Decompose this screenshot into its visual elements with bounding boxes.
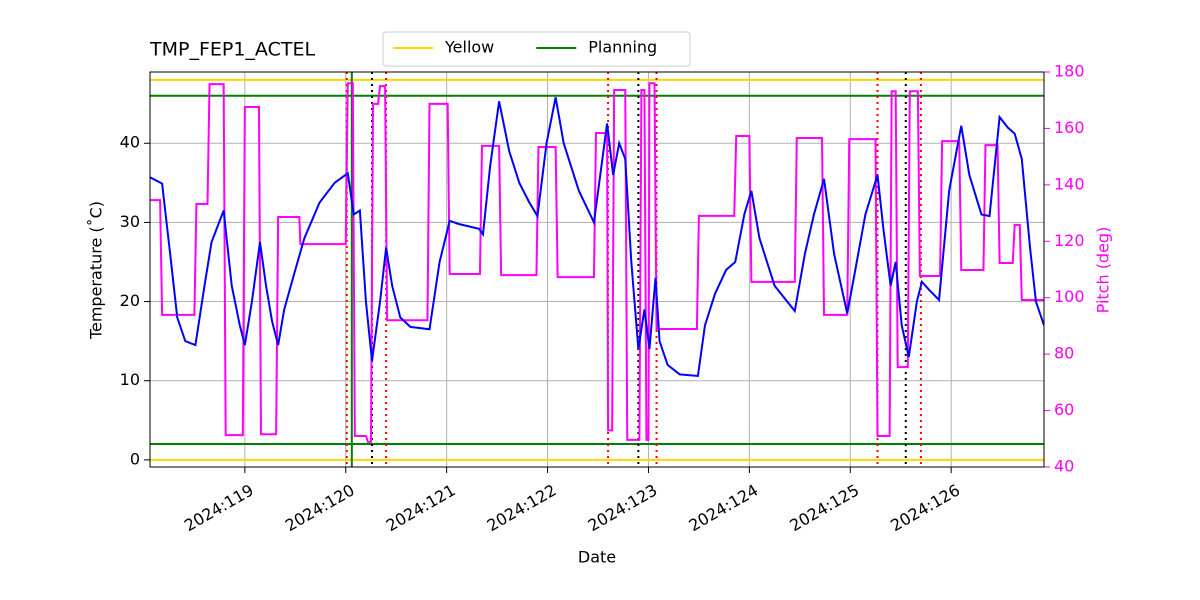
x-tick-label: 2024:121 xyxy=(383,480,459,535)
y2-tick-label: 140 xyxy=(1054,174,1085,193)
x-tick-label: 2024:125 xyxy=(786,480,862,535)
x-tick-label: 2024:123 xyxy=(585,480,661,535)
x-tick-label: 2024:120 xyxy=(282,480,358,535)
x-tick-label: 2024:122 xyxy=(484,480,560,535)
y-tick-label: 20 xyxy=(120,291,140,310)
legend-label: Yellow xyxy=(444,38,494,57)
y2-axis-label: Pitch (deg) xyxy=(1094,227,1113,314)
legend-label: Planning xyxy=(588,38,657,57)
plot-frame xyxy=(149,71,1045,468)
y2-tick-label: 120 xyxy=(1054,231,1085,250)
data-line xyxy=(150,82,1044,443)
y2-tick-label: 60 xyxy=(1054,400,1074,419)
y-tick-label: 0 xyxy=(130,449,140,468)
y2-tick-label: 180 xyxy=(1054,62,1085,81)
x-axis-label: Date xyxy=(578,548,616,567)
y-tick-label: 40 xyxy=(120,133,140,152)
y-tick-label: 30 xyxy=(120,212,140,231)
y2-tick-label: 100 xyxy=(1054,287,1085,306)
y2-tick-label: 80 xyxy=(1054,344,1074,363)
y2-tick-label: 160 xyxy=(1054,118,1085,137)
y-axis-label: Temperature (˚C) xyxy=(87,201,106,340)
x-tick-label: 2024:124 xyxy=(685,480,761,535)
y2-tick-label: 40 xyxy=(1054,457,1074,476)
data-line xyxy=(150,97,1044,378)
y-tick-label: 10 xyxy=(120,370,140,389)
chart-title: TMP_FEP1_ACTEL xyxy=(149,39,315,61)
x-tick-label: 2024:119 xyxy=(181,480,257,535)
x-tick-label: 2024:126 xyxy=(887,480,963,535)
